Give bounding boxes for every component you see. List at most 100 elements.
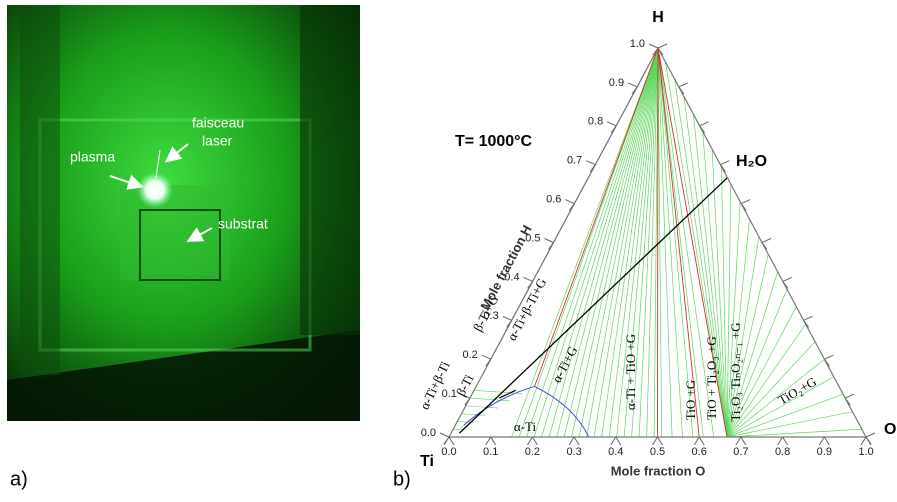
tick (439, 432, 450, 438)
panel-label: a) (10, 468, 28, 490)
tick (844, 393, 855, 399)
phase-label: α-Ti + TiO +G (623, 334, 638, 410)
corner-label: O (884, 421, 896, 438)
corner-label: Ti (420, 453, 434, 470)
phase-label: α-Ti+β-Ti+G (504, 276, 549, 343)
h2o-line (498, 389, 517, 399)
tie-line (657, 47, 715, 438)
tie-line (548, 47, 659, 438)
tie-line (657, 47, 704, 438)
tick (657, 43, 668, 49)
tick (548, 242, 554, 250)
tick (615, 436, 622, 446)
tie-line (511, 47, 659, 438)
ternary-diagram: 0.0 0.1 0.2 0.3 0.4 0.5 0.6 0.7 0.8 0.9 1.0 0.0 0.1 0… (417, 9, 897, 478)
tick (523, 276, 533, 282)
tick (490, 436, 497, 446)
tie-line (453, 428, 462, 431)
tie-line (702, 131, 728, 438)
tick (865, 436, 872, 446)
y-tick-label: 0.5 (525, 232, 540, 244)
tie-line (711, 149, 728, 438)
tick (657, 436, 663, 446)
tie-line (541, 47, 659, 438)
tie-line (653, 47, 659, 438)
tie-line (601, 47, 659, 438)
tie-line (726, 219, 750, 438)
tie-line (526, 47, 659, 438)
tick (606, 121, 617, 127)
annotation: faisceau (192, 115, 244, 131)
tie-line (683, 96, 728, 438)
annotation: plasma (70, 149, 115, 165)
tick (460, 393, 471, 399)
tick (568, 436, 575, 446)
tie-line (465, 405, 498, 409)
tie-line (657, 47, 683, 438)
tick (699, 125, 706, 134)
tick (443, 436, 450, 445)
y-tick-label: 1.0 (630, 38, 645, 50)
tick (735, 436, 742, 446)
tie-line (469, 397, 511, 402)
phase-boundary (657, 47, 659, 438)
phase-boundary (463, 385, 535, 426)
tie-line (726, 201, 741, 438)
x-tick-label: 0.5 (650, 446, 665, 458)
tie-line (638, 47, 659, 438)
x-tick-label: 0.4 (608, 446, 623, 458)
tie-line (726, 254, 769, 438)
x-tick-label: 0.6 (692, 446, 707, 458)
tie-line (461, 413, 486, 416)
x-tick-label: 0.2 (525, 446, 540, 458)
tie-line (726, 358, 825, 438)
tick (652, 47, 659, 56)
tick (573, 436, 580, 446)
tie-line (726, 271, 778, 438)
y-tick-label: 0.1 (442, 388, 457, 400)
tick (824, 354, 834, 360)
y-tick-label: 0.2 (463, 349, 478, 361)
photo (7, 5, 360, 421)
tick (823, 358, 830, 367)
tick (631, 86, 638, 95)
tick (803, 315, 813, 321)
tie-line (726, 236, 760, 438)
y-tick-label: 0.3 (483, 310, 498, 322)
annotation: substrat (218, 216, 268, 232)
y-tick-label: 0.7 (567, 155, 582, 167)
tie-line (586, 47, 659, 438)
tie-line (623, 47, 659, 438)
tick (502, 315, 512, 321)
tick (589, 164, 596, 172)
tie-line (657, 47, 694, 438)
tick (506, 320, 513, 328)
tick (678, 86, 685, 95)
y-tick-label: 0.8 (588, 116, 603, 128)
tick (448, 436, 455, 446)
tick (627, 82, 638, 88)
tie-line (474, 390, 523, 394)
tie-line (726, 393, 844, 438)
tick (568, 203, 575, 211)
x-tick-label: 0.8 (775, 446, 790, 458)
tick (485, 358, 492, 367)
tie-line (693, 114, 728, 438)
tick (531, 436, 538, 446)
tick (657, 47, 664, 56)
phase-label: α-Ti+β-Ti (417, 359, 453, 412)
tick (652, 436, 658, 446)
phase-boundary (657, 47, 700, 438)
tick (719, 164, 726, 172)
phase-boundary (534, 385, 590, 438)
tie-line (664, 61, 728, 438)
tick (803, 320, 810, 328)
tick (782, 436, 789, 446)
tie-line (631, 47, 659, 438)
tick (860, 436, 867, 446)
tie-line (608, 47, 659, 438)
tie-line (726, 289, 788, 438)
tick (586, 160, 596, 166)
phase-label: β-Ti (453, 372, 477, 399)
